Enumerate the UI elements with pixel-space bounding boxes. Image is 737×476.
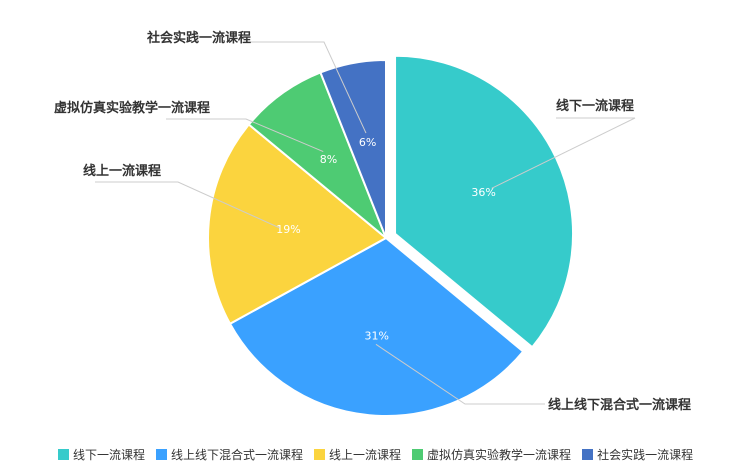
legend-item[interactable]: 线上线下混合式一流课程: [156, 446, 303, 463]
legend-item[interactable]: 虚拟仿真实验教学一流课程: [412, 446, 571, 463]
pie-slice-3[interactable]: [207, 123, 388, 326]
leader-line: [166, 118, 324, 153]
legend-swatch: [58, 448, 69, 460]
pie-slice-2[interactable]: [228, 236, 525, 417]
slice-percent-label: 36%: [471, 186, 495, 199]
leader-line: [244, 41, 367, 134]
leader-line: [491, 117, 636, 189]
slice-percent-label: 19%: [276, 223, 300, 236]
legend-swatch: [314, 448, 326, 460]
slice-percent-label: 6%: [359, 136, 376, 149]
pie-slice-4[interactable]: [247, 71, 387, 239]
slice-category-label: 社会实践一流课程: [146, 30, 251, 46]
legend-label: 社会实践一流课程: [597, 447, 694, 462]
legend-item[interactable]: 线下一流课程: [58, 446, 145, 463]
legend-item[interactable]: 社会实践一流课程: [582, 446, 693, 463]
leader-line: [375, 343, 545, 405]
chart-legend: 线下一流课程 线上线下混合式一流课程 线上一流课程 虚拟仿真实验教学一流课程 社会实践一…: [58, 446, 704, 462]
legend-swatch: [412, 448, 424, 460]
legend-item[interactable]: 线上一流课程: [314, 446, 401, 463]
slice-category-label: 线下一流课程: [556, 98, 634, 114]
legend-swatch: [582, 448, 594, 460]
slice-category-label: 线上一流课程: [83, 163, 161, 179]
legend-label: 线下一流课程: [73, 447, 146, 462]
legend-label: 虚拟仿真实验教学一流课程: [427, 447, 572, 462]
leader-line: [95, 181, 280, 229]
pie-slice-1[interactable]: [394, 54, 575, 349]
legend-swatch: [156, 448, 168, 460]
legend-label: 线上一流课程: [329, 447, 402, 462]
legend-label: 线上线下混合式一流课程: [171, 447, 304, 462]
slice-percent-label: 8%: [320, 153, 337, 166]
pie-slice-5[interactable]: [319, 58, 387, 239]
slice-category-label: 线上线下混合式一流课程: [548, 397, 691, 413]
slice-category-label: 虚拟仿真实验教学一流课程: [54, 100, 210, 116]
slice-percent-label: 31%: [365, 329, 389, 342]
